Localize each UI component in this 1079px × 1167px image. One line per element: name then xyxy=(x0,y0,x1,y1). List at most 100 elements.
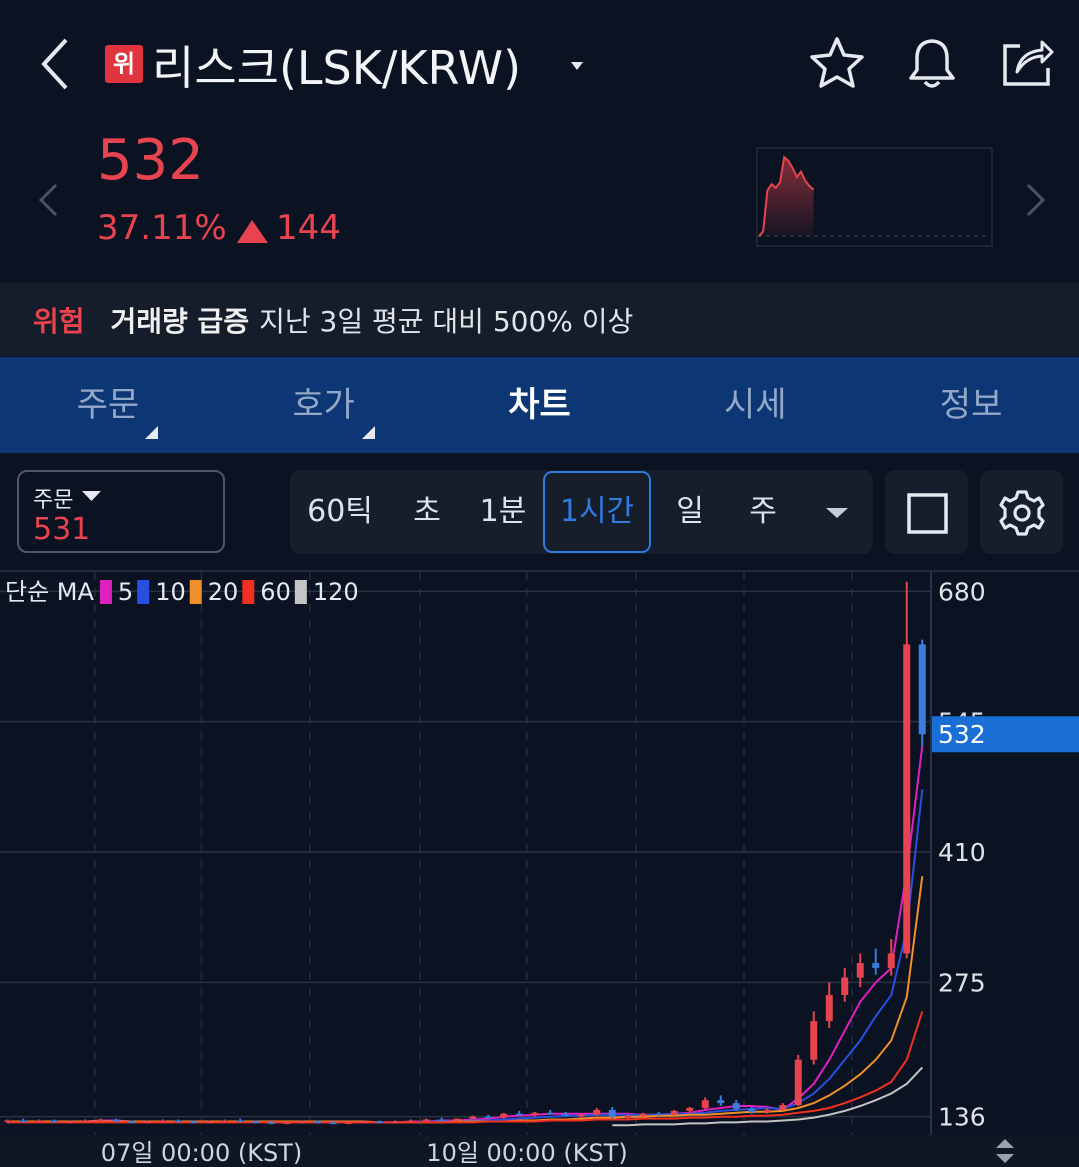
order-price: 531 xyxy=(33,512,91,547)
time-axis-band xyxy=(0,1135,1079,1167)
candle-body xyxy=(407,1120,415,1123)
share-icon[interactable] xyxy=(1003,40,1054,86)
order-label: 주문 xyxy=(33,488,74,513)
toolbar-icons xyxy=(82,490,1045,536)
candle-body xyxy=(825,994,833,1022)
last-price-tag xyxy=(932,716,1079,753)
legend-label: 5 xyxy=(118,578,133,606)
settings-icon xyxy=(999,490,1045,536)
candle-body xyxy=(221,1120,229,1123)
favorite-icon[interactable] xyxy=(810,37,864,88)
candle-body xyxy=(887,953,895,968)
candle-body xyxy=(655,1113,663,1116)
resize-handle[interactable] xyxy=(996,1139,1014,1163)
tab-dropdown-marker xyxy=(362,426,375,439)
dropdown-arrow[interactable] xyxy=(571,62,583,70)
ma-line xyxy=(7,745,924,1124)
interval-selected-frame xyxy=(543,471,651,553)
candle-body xyxy=(686,1107,694,1111)
interval-more-arrow[interactable] xyxy=(826,508,848,518)
legend-swatch xyxy=(242,580,255,604)
candle-body xyxy=(469,1116,477,1119)
y-tick-label: 410 xyxy=(938,838,986,867)
candle-body xyxy=(314,1121,322,1123)
alert-title: 거래량 급증 xyxy=(110,304,250,338)
y-tick-label: 136 xyxy=(938,1103,986,1132)
candle-body xyxy=(500,1113,508,1118)
tab[interactable]: 호가 xyxy=(292,385,355,425)
bell-clapper xyxy=(923,80,941,88)
change-rate: 37.11% xyxy=(97,208,227,248)
gear-hole xyxy=(1013,504,1031,522)
legend-swatch xyxy=(189,580,202,604)
candle-body xyxy=(531,1112,539,1115)
candle-body xyxy=(438,1119,446,1122)
interval-option[interactable]: 일 xyxy=(676,494,704,529)
alert-level: 위험 xyxy=(33,304,85,338)
mini-chart-area xyxy=(759,157,814,237)
next-coin[interactable] xyxy=(1026,183,1046,217)
mini-chart-line xyxy=(758,155,815,238)
candle-body xyxy=(717,1100,725,1104)
legend-label: 120 xyxy=(313,578,359,606)
prev-coin[interactable] xyxy=(38,183,58,217)
candle-body xyxy=(97,1119,105,1122)
x-tick-label: 07일 00:00 (KST) xyxy=(101,1139,302,1167)
candle-body xyxy=(128,1121,136,1123)
mini-chart xyxy=(758,155,815,238)
interval-option[interactable]: 1시간 xyxy=(559,494,635,529)
candle-body xyxy=(345,1122,353,1124)
tab[interactable]: 차트 xyxy=(508,385,571,425)
tab-dropdown-marker xyxy=(145,426,158,439)
candle-body xyxy=(484,1116,492,1119)
candle-body xyxy=(205,1121,213,1123)
plot-layer xyxy=(0,572,930,1135)
resize-up xyxy=(996,1139,1014,1148)
candle-body xyxy=(608,1109,616,1117)
candle-body xyxy=(748,1108,756,1112)
current-price: 532 xyxy=(97,128,204,193)
alert-text: 지난 3일 평균 대비 500% 이상 xyxy=(259,304,634,338)
tab[interactable]: 정보 xyxy=(939,385,1003,425)
candle-body xyxy=(701,1100,709,1108)
tab-bar: 주문 호가 차트 시세 정보 xyxy=(0,357,1079,453)
header-icons xyxy=(38,37,1054,247)
candle-body xyxy=(283,1122,291,1124)
candle-body xyxy=(4,1120,12,1123)
tab[interactable]: 주문 xyxy=(76,385,140,425)
ma-line xyxy=(7,789,924,1124)
tab[interactable]: 시세 xyxy=(724,385,787,425)
settings-button[interactable] xyxy=(980,470,1063,554)
interval-option[interactable]: 초 xyxy=(413,494,441,529)
ma-line xyxy=(7,1011,924,1124)
candle-body xyxy=(546,1112,554,1115)
bell-shape xyxy=(909,39,955,80)
candle-body xyxy=(298,1121,306,1123)
order-box[interactable] xyxy=(17,470,225,553)
mini-chart-frame xyxy=(756,147,993,247)
alarm-icon[interactable] xyxy=(909,39,955,88)
interval-option[interactable]: 60틱 xyxy=(307,494,373,529)
back-button[interactable] xyxy=(41,38,68,90)
up-triangle xyxy=(237,220,268,243)
candle-body xyxy=(81,1120,89,1123)
candle-body xyxy=(19,1120,27,1123)
candle-body xyxy=(252,1121,260,1123)
candle-body xyxy=(562,1113,570,1116)
candle-body xyxy=(856,963,864,978)
candle-body xyxy=(732,1103,740,1109)
candle-body xyxy=(422,1119,430,1122)
coin-title[interactable]: 리스크(LSK/KRW) xyxy=(152,41,522,95)
fullscreen-button[interactable] xyxy=(885,470,968,554)
fullscreen-icon xyxy=(907,493,948,534)
candle-body xyxy=(391,1121,399,1123)
price-chart: 07일 00:00 (KST) 10일 00:00 (KST) 136 275 410 5… xyxy=(0,570,1079,1167)
interval-option[interactable]: 1분 xyxy=(479,494,527,529)
candle-body xyxy=(174,1120,182,1123)
candle-body xyxy=(159,1120,167,1123)
candle-body xyxy=(190,1121,198,1123)
candle-body xyxy=(593,1109,601,1115)
candle-body xyxy=(794,1059,802,1106)
interval-option[interactable]: 주 xyxy=(749,494,777,529)
